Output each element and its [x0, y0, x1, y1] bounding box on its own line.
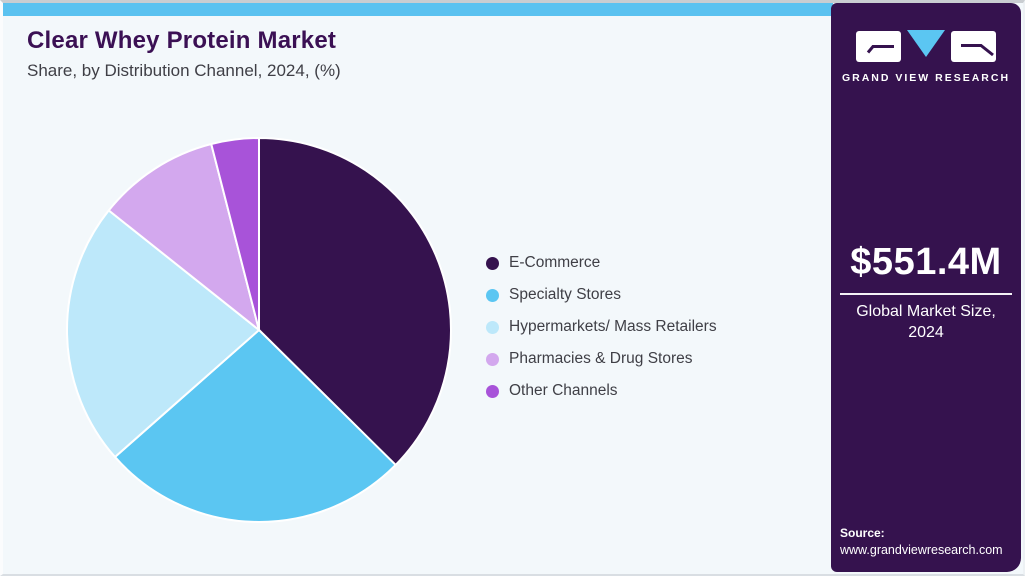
pie-slice-other-channels — [210, 137, 260, 331]
legend-label: Specialty Stores — [509, 286, 621, 303]
gvr-logo-marks — [831, 29, 1021, 65]
market-size-block: $551.4M Global Market Size, 2024 — [831, 241, 1021, 344]
legend-item-other-channels: Other Channels — [486, 375, 717, 407]
logo-r-block — [951, 31, 996, 62]
pie-slice-e-commerce — [258, 137, 452, 466]
pie-slice-specialty-stores — [113, 329, 397, 523]
legend-bullet — [486, 288, 499, 302]
page-subtitle: Share, by Distribution Channel, 2024, (%… — [27, 61, 341, 80]
logo-g-glyph-icon — [866, 45, 894, 54]
sidebar: GRAND VIEW RESEARCH $551.4M Global Marke… — [831, 3, 1021, 572]
source-url[interactable]: www.grandviewresearch.com — [840, 543, 1003, 557]
legend-label: Hypermarkets/ Mass Retailers — [509, 318, 717, 335]
market-size-caption: Global Market Size, 2024 — [856, 303, 996, 341]
legend-label: Other Channels — [509, 382, 618, 399]
logo-wordmark: GRAND VIEW RESEARCH — [841, 72, 1011, 84]
market-size-divider — [840, 293, 1012, 295]
top-accent-bar — [3, 3, 833, 16]
legend-bullet — [486, 384, 499, 398]
logo-g-block — [856, 31, 901, 62]
market-size-value: $551.4M — [850, 241, 1002, 283]
source-label: Source: — [840, 526, 885, 540]
legend: E-Commerce Specialty Stores Hypermarkets… — [486, 247, 717, 407]
logo-v-triangle-icon — [907, 30, 945, 57]
pie-slice-hypermarkets-mass-retailers — [66, 209, 260, 458]
legend-label: E-Commerce — [509, 254, 601, 271]
source-block: Source: www.grandviewresearch.com — [840, 526, 1003, 557]
legend-bullet — [486, 352, 499, 366]
gvr-logo: GRAND VIEW RESEARCH — [831, 29, 1021, 84]
legend-bullet — [486, 320, 499, 334]
pie-slice-pharmacies-drug-stores — [107, 143, 260, 331]
page-title: Clear Whey Protein Market — [27, 27, 337, 54]
legend-item-specialty-stores: Specialty Stores — [486, 279, 717, 311]
logo-r-glyph-icon — [961, 44, 994, 57]
title-block: Clear Whey Protein Market Share, by Dist… — [27, 27, 341, 81]
pie-chart — [66, 137, 452, 523]
legend-item-ecommerce: E-Commerce — [486, 247, 717, 279]
legend-item-hypermarkets: Hypermarkets/ Mass Retailers — [486, 311, 717, 343]
legend-label: Pharmacies & Drug Stores — [509, 350, 693, 367]
legend-item-pharmacies: Pharmacies & Drug Stores — [486, 343, 717, 375]
legend-bullet — [486, 256, 499, 270]
